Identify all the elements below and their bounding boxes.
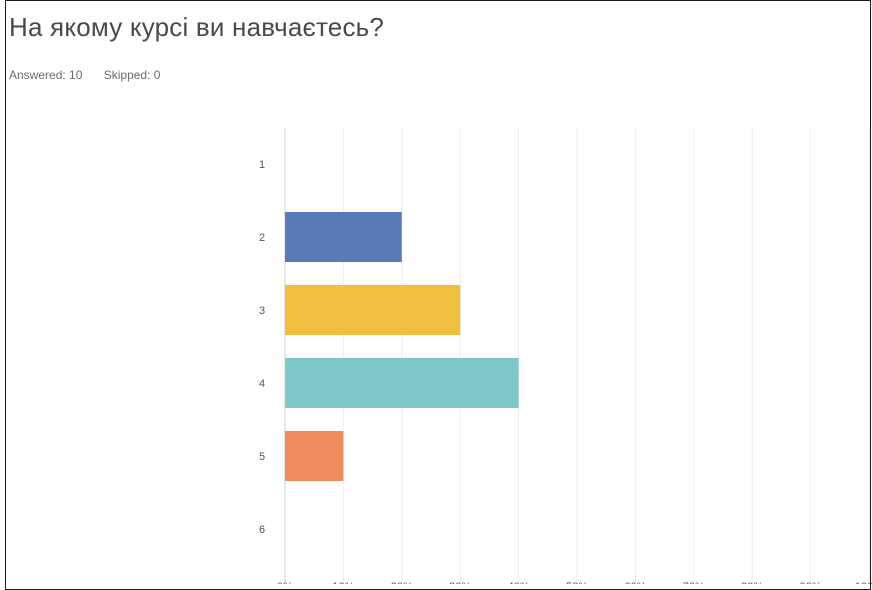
y-tick-label: 6 <box>259 524 265 536</box>
bar <box>285 285 461 335</box>
skipped-count: Skipped: 0 <box>103 68 161 82</box>
x-tick-label: 80% <box>741 581 763 584</box>
x-tick-label: 90% <box>800 581 822 584</box>
bar <box>285 212 402 262</box>
x-tick-label: 0% <box>277 581 293 584</box>
bar <box>285 431 344 481</box>
x-tick-label: 10% <box>332 581 354 584</box>
response-stats: Answered: 10 Skipped: 0 <box>9 68 178 82</box>
x-tick-label: 50% <box>566 581 588 584</box>
y-tick-label: 5 <box>259 451 265 463</box>
x-tick-label: 20% <box>391 581 413 584</box>
x-tick-label: 30% <box>449 581 471 584</box>
x-tick-label: 100% <box>855 581 872 584</box>
x-tick-label: 60% <box>624 581 646 584</box>
y-tick-label: 4 <box>259 378 265 390</box>
x-tick-label: 40% <box>508 581 530 584</box>
answered-count: Answered: 10 <box>9 68 83 82</box>
y-tick-label: 2 <box>259 232 265 244</box>
bar <box>285 358 519 408</box>
y-tick-label: 3 <box>259 305 265 317</box>
x-tick-label: 70% <box>683 581 705 584</box>
question-title: На якому курсі ви навчаєтесь? <box>9 12 385 42</box>
y-tick-label: 1 <box>259 159 265 171</box>
